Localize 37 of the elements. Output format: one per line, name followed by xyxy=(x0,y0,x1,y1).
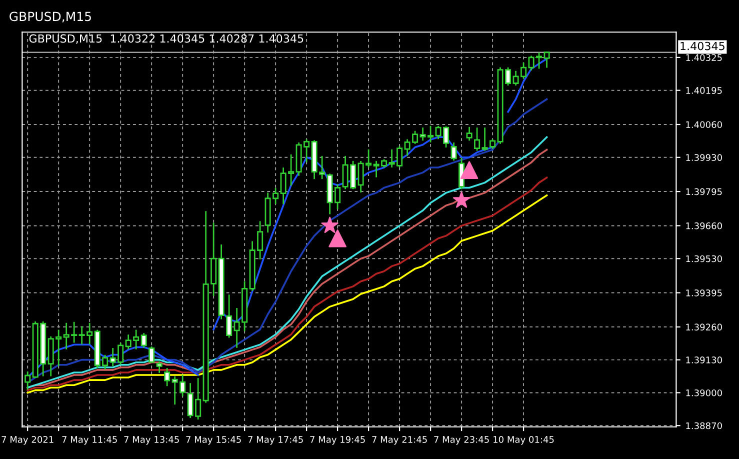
chart-title: GBPUSD,M15 xyxy=(10,12,91,22)
candlestick xyxy=(164,368,170,386)
y-tick-label: 1.39660 xyxy=(686,222,722,230)
x-tick-label: 7 May 15:45 xyxy=(186,436,241,445)
candlestick xyxy=(140,333,147,348)
point xyxy=(453,191,470,208)
candlestick xyxy=(24,372,31,390)
y-tick-label: 1.39130 xyxy=(686,356,722,364)
x-tick-label: 7 May 17:45 xyxy=(248,436,303,445)
x-tick-label: 7 May 13:45 xyxy=(124,436,179,445)
point xyxy=(321,216,338,234)
candlestick xyxy=(148,346,155,363)
ref-line-label: 1.40345 xyxy=(680,42,724,50)
point xyxy=(328,229,346,248)
y-tick-label: 1.40195 xyxy=(686,87,722,94)
y-tick-label: 1.40060 xyxy=(686,121,722,128)
x-tick-label: 7 May 21:45 xyxy=(372,436,427,445)
y-tick-label: 1.39260 xyxy=(686,324,722,330)
candlestick xyxy=(474,128,480,151)
point xyxy=(460,161,478,179)
chart-subtitle: GBPUSD,M15 1.40322 1.40345 1.40287 1.40345 xyxy=(29,34,304,44)
candlestick xyxy=(544,52,550,68)
candlestick xyxy=(156,361,162,373)
y-tick-label: 1.39795 xyxy=(686,188,722,196)
y-tick-label: 1.40325 xyxy=(686,54,722,61)
x-tick-label: 7 May 2021 xyxy=(2,436,54,445)
y-tick-label: 1.39000 xyxy=(686,389,722,396)
x-tick-label: 7 May 23:45 xyxy=(434,436,489,445)
x-tick-label: 7 May 11:45 xyxy=(62,436,117,445)
candlestick xyxy=(450,142,457,161)
candlestick xyxy=(466,126,472,141)
x-tick-label: 7 May 19:45 xyxy=(310,436,365,445)
y-tick-label: 1.38870 xyxy=(686,422,722,430)
y-tick-label: 1.39530 xyxy=(686,255,722,262)
y-tick-label: 1.39395 xyxy=(686,289,722,296)
y-tick-label: 1.39930 xyxy=(686,154,722,161)
x-tick-label: 10 May 01:45 xyxy=(494,436,554,445)
